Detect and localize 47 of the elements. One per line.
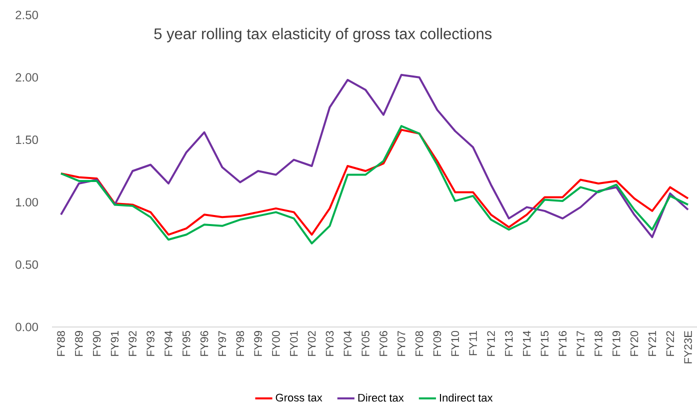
legend-label: Direct tax xyxy=(358,394,404,402)
x-tick-label: FY14 xyxy=(523,330,531,356)
x-tick-label: FY21 xyxy=(648,331,656,356)
y-tick-label: 0.50 xyxy=(16,260,38,269)
x-tick-label: FY91 xyxy=(110,331,119,356)
x-tick-label: FY99 xyxy=(254,331,262,356)
y-tick-label: 1.50 xyxy=(16,136,38,144)
x-tick-label: FY18 xyxy=(594,331,602,356)
x-tick-label: FY92 xyxy=(128,331,137,356)
y-tick-label: 2.50 xyxy=(16,10,38,20)
x-tick-label: FY02 xyxy=(308,331,316,356)
x-tick-label: FY11 xyxy=(469,331,477,356)
y-tick-label: 2.00 xyxy=(16,73,38,82)
y-tick-label: 0.00 xyxy=(16,322,38,332)
x-tick-label: FY01 xyxy=(290,331,298,356)
x-tick-label: FY00 xyxy=(272,330,280,356)
line-series xyxy=(60,74,690,238)
x-tick-label: FY08 xyxy=(415,331,424,356)
x-tick-label: FY17 xyxy=(576,331,584,356)
x-tick-label: FY94 xyxy=(164,330,172,356)
x-tick-label: FY90 xyxy=(92,330,101,356)
x-tick-label: FY97 xyxy=(218,331,226,356)
x-tick-label: FY05 xyxy=(362,330,370,356)
legend-label: Indirect tax xyxy=(440,394,493,402)
x-tick-label: FY10 xyxy=(451,330,460,356)
x-tick-label: FY23E xyxy=(684,331,692,364)
x-tick-label: FY88 xyxy=(57,331,65,356)
x-tick-label: FY96 xyxy=(200,331,208,356)
x-tick-label: FY93 xyxy=(146,331,154,356)
x-tick-label: FY20 xyxy=(630,330,638,356)
x-tick-label: FY16 xyxy=(558,331,567,356)
x-tick-label: FY04 xyxy=(344,330,352,356)
x-tick-label: FY15 xyxy=(540,330,549,356)
x-tick-label: FY13 xyxy=(504,331,513,356)
x-tick-label: FY95 xyxy=(182,330,190,356)
x-tick-label: FY22 xyxy=(666,331,674,356)
x-tick-label: FY89 xyxy=(75,331,83,356)
x-tick-label: FY12 xyxy=(487,331,495,356)
x-tick-label: FY06 xyxy=(380,331,388,356)
text: 5 year rolling tax elasticity of gross tax collections xyxy=(154,28,492,42)
y-tick-label: 1.00 xyxy=(16,198,38,206)
x-tick-label: FY07 xyxy=(397,331,406,356)
x-tick-label: FY09 xyxy=(433,331,442,356)
legend-label: Gross tax xyxy=(276,394,322,402)
x-tick-label: FY03 xyxy=(326,331,334,356)
x-tick-label: FY98 xyxy=(236,331,244,356)
x-tick-label: FY19 xyxy=(612,331,620,356)
